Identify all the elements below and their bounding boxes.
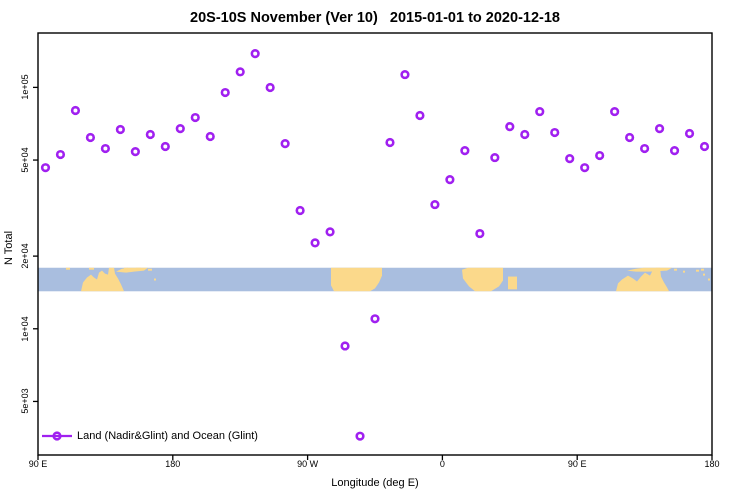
data-point bbox=[550, 127, 560, 138]
data-point bbox=[70, 105, 81, 116]
data-point bbox=[639, 143, 650, 154]
data-point bbox=[295, 205, 305, 216]
y-axis-label: N Total bbox=[3, 230, 15, 266]
data-point bbox=[520, 129, 530, 140]
y-tick-label: 2e+04 bbox=[20, 243, 30, 269]
data-point bbox=[669, 146, 680, 156]
map-band-land bbox=[627, 267, 672, 272]
x-tick-label: 180 bbox=[165, 459, 181, 469]
data-point bbox=[595, 150, 605, 161]
data-point bbox=[160, 141, 170, 152]
data-point bbox=[475, 228, 485, 239]
map-band-land bbox=[89, 267, 94, 270]
legend-label: Land (Nadir&Glint) and Ocean (Glint) bbox=[77, 430, 258, 442]
data-point bbox=[625, 132, 635, 143]
map-band-land bbox=[331, 267, 382, 292]
map-band-land bbox=[696, 269, 699, 272]
data-point bbox=[145, 129, 155, 140]
data-point bbox=[415, 110, 425, 121]
data-point bbox=[370, 314, 380, 324]
data-point bbox=[85, 132, 96, 143]
y-tick-label: 5e+04 bbox=[20, 147, 30, 173]
data-point bbox=[235, 67, 245, 77]
map-band-land bbox=[124, 267, 128, 270]
x-tick-label: 90 E bbox=[28, 459, 48, 469]
map-band-land bbox=[136, 267, 141, 270]
map-band-land bbox=[148, 268, 152, 271]
x-tick-label: 90 E bbox=[567, 459, 587, 469]
data-point bbox=[490, 152, 500, 163]
data-point bbox=[385, 137, 395, 148]
y-tick-label: 1e+05 bbox=[20, 74, 30, 101]
map-band-land bbox=[81, 267, 124, 292]
x-tick-label: 90 W bbox=[297, 459, 319, 469]
data-point bbox=[325, 227, 335, 237]
map-band-land bbox=[683, 270, 685, 273]
x-tick-label: 180 bbox=[704, 459, 720, 469]
data-point bbox=[445, 174, 455, 185]
data-point bbox=[699, 141, 710, 152]
data-point bbox=[565, 153, 575, 164]
map-band-land bbox=[708, 278, 710, 281]
legend-marker-icon bbox=[52, 431, 62, 441]
data-point bbox=[580, 163, 590, 173]
data-point bbox=[505, 121, 515, 132]
map-band-land bbox=[508, 276, 517, 290]
x-axis-label: Longitude (deg E) bbox=[331, 477, 419, 489]
data-point bbox=[535, 106, 545, 117]
data-point bbox=[250, 49, 260, 59]
map-band-land bbox=[154, 278, 156, 281]
data-point bbox=[100, 143, 110, 154]
data-point bbox=[130, 146, 140, 157]
data-point bbox=[115, 124, 125, 135]
data-point bbox=[220, 87, 230, 98]
data-point bbox=[400, 69, 410, 80]
data-point bbox=[340, 341, 350, 351]
data-point bbox=[265, 82, 275, 93]
y-tick-label: 5e+03 bbox=[20, 388, 30, 415]
data-point bbox=[55, 149, 66, 160]
map-band-land bbox=[674, 268, 677, 271]
plot-border bbox=[37, 32, 713, 456]
data-point bbox=[40, 163, 51, 173]
data-point bbox=[175, 123, 185, 134]
data-point bbox=[310, 238, 320, 248]
map-band-land bbox=[616, 267, 669, 292]
x-tick-label: 0 bbox=[439, 459, 445, 469]
map-band-land bbox=[703, 273, 705, 276]
y-tick-label: 1e+04 bbox=[20, 316, 30, 342]
data-point bbox=[460, 146, 470, 156]
map-band-land bbox=[462, 267, 503, 292]
data-point bbox=[654, 123, 665, 134]
data-point bbox=[280, 138, 290, 149]
data-point bbox=[430, 199, 440, 210]
data-point bbox=[610, 106, 620, 117]
chart-title: 20S-10S November (Ver 10) 2015-01-01 to … bbox=[190, 10, 560, 26]
data-point bbox=[205, 131, 215, 142]
data-point bbox=[684, 128, 695, 139]
data-point bbox=[355, 431, 365, 441]
map-band-land bbox=[66, 267, 70, 270]
data-point bbox=[190, 112, 200, 123]
map-band-land bbox=[701, 268, 704, 271]
